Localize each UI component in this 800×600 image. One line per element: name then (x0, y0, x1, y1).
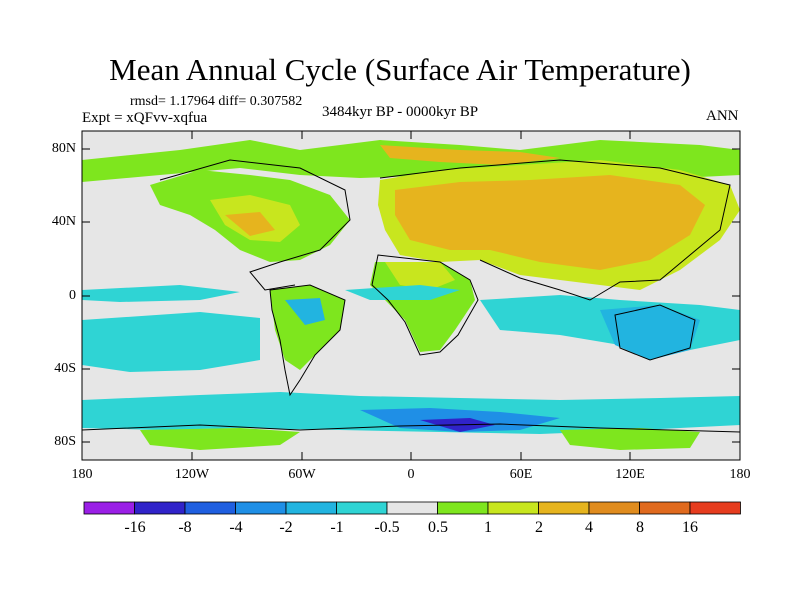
south-america-anomaly (270, 285, 345, 370)
north-america-orange (225, 212, 275, 236)
colorbar-box (639, 501, 691, 515)
colorbar-label: 4 (585, 519, 593, 536)
colorbar-label: 1 (484, 519, 492, 536)
y-tick-label: 40S (54, 361, 76, 376)
colorbar-box (235, 501, 287, 515)
season-label: ANN (706, 108, 739, 124)
colorbar-label: -1 (330, 519, 344, 536)
colorbar-box (134, 501, 186, 515)
x-tick-label: 120W (174, 467, 210, 482)
y-tick-label: 0 (69, 288, 76, 303)
australia-cool (600, 305, 700, 360)
equatorial-atlantic-cool (345, 285, 460, 300)
africa-anomaly (370, 262, 475, 352)
colorbar-box (437, 501, 489, 515)
coastlines (82, 159, 740, 433)
colorbar (83, 501, 741, 515)
map-field (82, 131, 740, 460)
colorbar-label: -16 (124, 519, 146, 536)
x-tick-label: 0 (407, 467, 415, 482)
amazon-cool-patch (285, 298, 325, 325)
colorbar-label: 2 (535, 519, 543, 536)
map-title: Mean Annual Cycle (Surface Air Temperatu… (109, 52, 691, 87)
experiment-label: Expt = xQFvv-xqfua (82, 110, 208, 126)
colorbar-box (184, 501, 236, 515)
antarctica-warm (140, 428, 300, 450)
colorbar-label: 8 (636, 519, 644, 536)
colorbar-label: -8 (178, 519, 192, 536)
x-tick-label: 180 (729, 467, 751, 482)
colorbar-box (285, 501, 337, 515)
south-pacific-cool (82, 312, 260, 372)
colorbar-box (336, 501, 388, 515)
eurasia-orange (395, 175, 705, 270)
axis-ticks (81, 131, 741, 460)
y-tick-label: 80N (51, 141, 76, 156)
colorbar-label: 16 (682, 519, 698, 536)
east-antarctica-warm (560, 428, 700, 450)
colorbar-label: -2 (279, 519, 293, 536)
x-tick-label: 180 (71, 467, 93, 482)
colorbar-box (689, 501, 741, 515)
colorbar-label: -0.5 (374, 519, 400, 536)
x-tick-label: 60W (288, 467, 316, 482)
stats-label: rmsd= 1.17964 diff= 0.307582 (130, 94, 303, 109)
colorbar-label: 0.5 (428, 519, 448, 536)
colorbar-box (487, 501, 539, 515)
colorbar-box (83, 501, 135, 515)
colorbar-box (588, 501, 640, 515)
y-tick-label: 80S (54, 434, 76, 449)
y-tick-label: 40N (51, 214, 76, 229)
x-tick-label: 60E (509, 467, 533, 482)
colorbar-box (386, 501, 438, 515)
colorbar-label: -4 (229, 519, 243, 536)
equatorial-pacific-cool (82, 285, 240, 302)
x-tick-label: 120E (615, 467, 645, 482)
sahara-yellow (385, 262, 455, 290)
period-label: 3484kyr BP - 0000kyr BP (322, 104, 479, 120)
colorbar-box (538, 501, 590, 515)
arctic-orange-patch (380, 145, 560, 165)
